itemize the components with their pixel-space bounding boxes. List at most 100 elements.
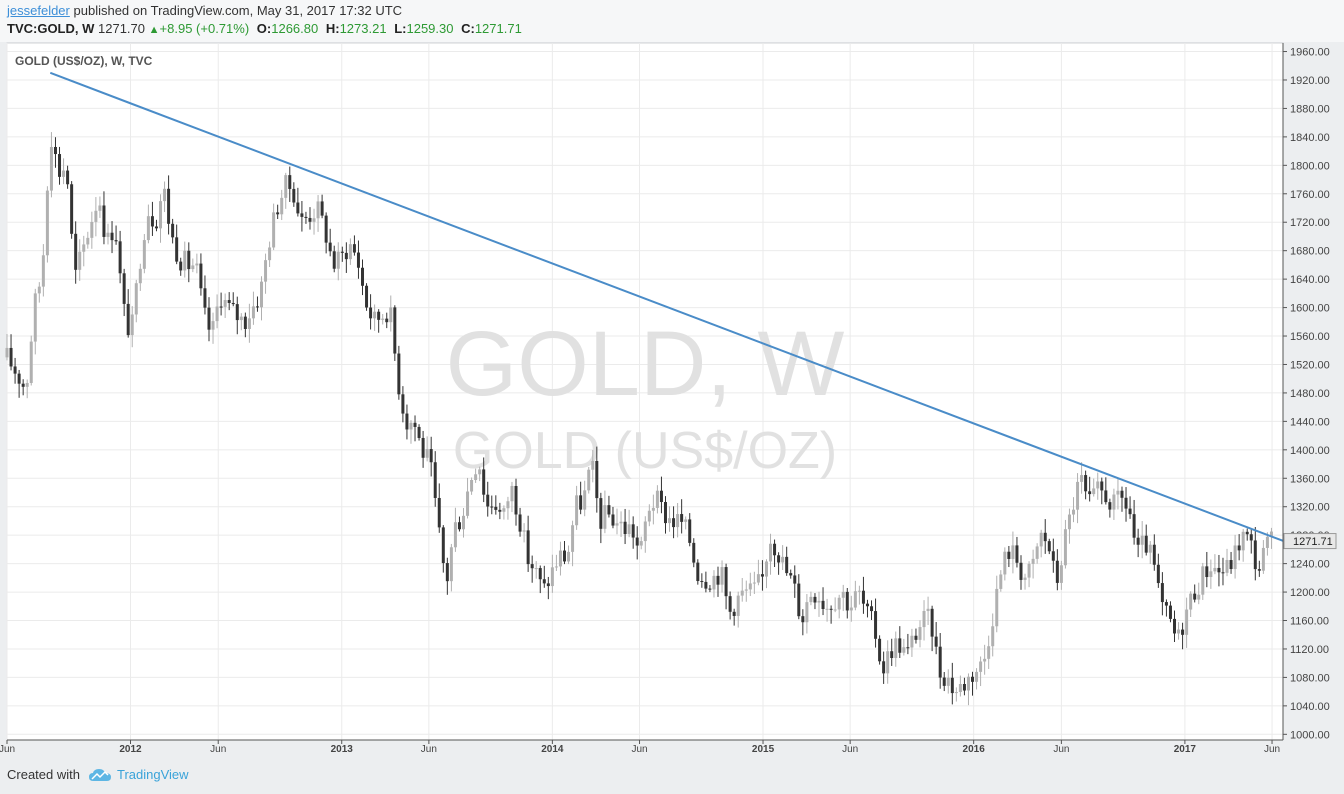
candle-body	[146, 216, 150, 241]
candle-body	[502, 508, 506, 512]
time-tick-label: Jun	[631, 744, 647, 755]
last-price: 1271.70	[98, 21, 146, 36]
price-tick-label: 1120.00	[1290, 644, 1329, 656]
time-tick-label: 2016	[963, 744, 986, 755]
candle-body	[894, 638, 898, 659]
trendline[interactable]	[49, 71, 1284, 542]
candle-body	[554, 566, 558, 568]
candle-body	[348, 244, 352, 260]
candle-body	[1019, 562, 1023, 580]
candle-body	[134, 283, 138, 315]
candle-body	[211, 321, 215, 330]
candle-body	[837, 597, 841, 610]
plot-area[interactable]	[6, 42, 1284, 741]
candle-body	[13, 366, 17, 374]
candle-body	[1233, 545, 1237, 570]
candle-body	[942, 677, 946, 686]
tradingview-link[interactable]: TradingView	[116, 767, 189, 782]
price-tick-label: 1600.00	[1290, 303, 1330, 315]
candle-body	[938, 646, 942, 678]
candle-body	[1104, 490, 1108, 503]
candle-body	[369, 307, 373, 319]
candle-body	[397, 353, 401, 395]
candle-body	[1100, 481, 1104, 491]
ohlc-line: TVC:GOLD, W 1271.70 ▲+8.95 (+0.71%) O:12…	[7, 21, 522, 36]
candle-body	[393, 307, 397, 354]
candle-body	[587, 469, 591, 491]
candle-body	[874, 611, 878, 639]
candle-body	[449, 547, 453, 582]
candle-body	[914, 635, 918, 640]
candle-body	[114, 240, 118, 242]
candle-body	[668, 518, 672, 524]
candle-body	[1217, 567, 1221, 573]
price-axis[interactable]: 1000.00 1040.00 1080.00 1120.00 1160.00 1200.…	[1282, 43, 1330, 741]
candle-body	[5, 347, 9, 358]
candle-body	[748, 583, 752, 590]
candle-body	[506, 501, 510, 509]
candle-body	[159, 201, 163, 229]
price-tick-label: 1920.00	[1290, 75, 1330, 87]
candle-body	[567, 551, 571, 562]
candle-body	[1080, 475, 1084, 482]
candle-body	[90, 221, 94, 238]
close-value: 1271.71	[474, 21, 522, 36]
candle-body	[599, 498, 603, 529]
candle-body	[82, 244, 86, 252]
open-value: 1266.80	[271, 21, 319, 36]
candle-body	[482, 469, 486, 495]
candle-body	[861, 590, 865, 604]
price-tick-label: 1520.00	[1290, 359, 1330, 371]
candle-body	[615, 523, 619, 526]
low-value: 1259.30	[406, 21, 454, 36]
candle-body	[857, 590, 861, 592]
candle-body	[764, 561, 768, 577]
candle-body	[744, 589, 748, 591]
candle-body	[910, 635, 914, 648]
chart-header: jessefelder published on TradingView.com…	[0, 0, 1344, 42]
candle-body	[1152, 544, 1156, 565]
candle-body	[361, 267, 365, 286]
candle-body	[817, 600, 821, 603]
candle-body	[223, 300, 227, 307]
candle-body	[171, 223, 175, 238]
candle-body	[1124, 497, 1128, 509]
candle-body	[453, 522, 457, 548]
candle-body	[251, 306, 255, 319]
candle-body	[336, 251, 340, 269]
time-tick-label: Jun	[421, 744, 437, 755]
time-tick-label: Jun	[1264, 744, 1280, 755]
candle-body	[1249, 534, 1253, 541]
candle-body	[773, 543, 777, 556]
candle-body	[954, 691, 958, 694]
candle-body	[284, 175, 288, 198]
candle-body	[255, 306, 259, 308]
candle-body	[902, 647, 906, 653]
candle-body	[191, 265, 195, 270]
price-change: +8.95 (+0.71%)	[159, 21, 250, 36]
candle-body	[1209, 571, 1213, 578]
time-tick-label: 2013	[331, 744, 354, 755]
candle-body	[1193, 593, 1197, 600]
candle-body	[728, 596, 732, 612]
time-axis[interactable]: Jun 2012 Jun 2013 Jun 2014 Jun 2015 Jun 2016 Jun 20…	[0, 739, 1283, 755]
watermark-symbol: GOLD, W	[446, 313, 845, 415]
candle-body	[712, 575, 716, 590]
candle-body	[498, 509, 502, 512]
candle-body	[247, 318, 251, 329]
candle-body	[821, 600, 825, 610]
candle-body	[1265, 536, 1269, 548]
high-label: H:	[325, 21, 340, 36]
candle-body	[377, 311, 381, 320]
candle-body	[995, 588, 999, 627]
candle-body	[558, 550, 562, 567]
candle-body	[243, 316, 247, 329]
author-link[interactable]: jessefelder	[7, 3, 70, 18]
last-price-label-bg	[1283, 533, 1337, 550]
candle-body	[1156, 564, 1160, 584]
candle-body	[789, 573, 793, 576]
candle-body	[526, 530, 530, 565]
candle-body	[320, 201, 324, 216]
price-tick-label: 1360.00	[1290, 473, 1330, 485]
